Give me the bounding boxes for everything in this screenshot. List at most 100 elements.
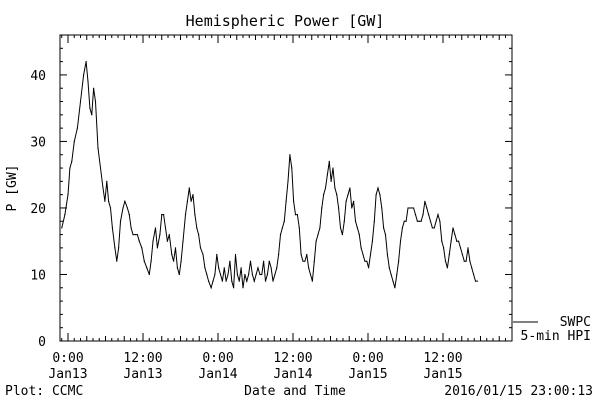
data-point — [463, 260, 465, 262]
data-point — [91, 114, 93, 116]
data-point — [429, 220, 432, 222]
data-point — [332, 167, 334, 169]
data-point — [467, 247, 469, 249]
data-point — [444, 260, 447, 262]
data-point — [223, 267, 225, 269]
data-point — [141, 247, 143, 249]
data-point — [79, 100, 82, 103]
data-point — [71, 160, 73, 162]
x-axis-ticks: 0:00Jan1312:00Jan130:00Jan1412:00Jan140:… — [48, 35, 506, 382]
data-point — [257, 267, 259, 269]
data-point — [411, 207, 413, 209]
x-tick-label-date: Jan15 — [348, 367, 387, 382]
data-point — [428, 214, 430, 216]
data-point — [360, 247, 362, 249]
data-point — [309, 273, 312, 276]
data-point — [476, 280, 478, 282]
data-point — [349, 187, 351, 189]
data-point — [154, 227, 157, 229]
data-point — [124, 200, 126, 202]
x-tick-label-time: 0:00 — [52, 351, 83, 366]
data-point — [204, 267, 206, 269]
data-point — [306, 253, 308, 256]
data-point — [268, 260, 270, 262]
data-point — [368, 267, 370, 269]
data-point — [116, 260, 118, 262]
data-point — [323, 194, 325, 196]
data-point — [266, 273, 268, 276]
data-point — [229, 260, 231, 262]
data-point — [405, 220, 407, 222]
data-point — [206, 273, 208, 276]
data-point — [212, 280, 214, 282]
y-tick-label: 30 — [30, 135, 46, 150]
data-point — [85, 61, 87, 63]
data-point — [416, 220, 418, 222]
series-line-0 — [61, 61, 478, 290]
data-point — [278, 253, 280, 256]
data-point — [89, 107, 91, 109]
data-point — [143, 260, 145, 262]
x-tick-label-time: 0:00 — [202, 351, 233, 366]
y-axis-ticks: 0 10 20 30 40 — [30, 34, 512, 350]
data-point — [456, 240, 458, 242]
data-point — [161, 214, 163, 216]
data-point — [199, 247, 202, 249]
data-point — [321, 207, 323, 209]
data-point — [251, 273, 253, 276]
data-point — [324, 187, 327, 189]
data-point — [130, 227, 132, 229]
data-point — [308, 267, 310, 269]
data-point — [104, 200, 106, 202]
data-point — [330, 180, 332, 182]
data-point — [255, 273, 257, 276]
data-point — [97, 147, 99, 149]
data-point — [334, 187, 336, 189]
data-point — [173, 260, 175, 262]
data-point — [448, 253, 450, 256]
data-point — [343, 220, 345, 222]
data-point — [119, 220, 122, 222]
data-point — [336, 194, 338, 196]
data-point — [163, 214, 165, 216]
data-point — [93, 87, 95, 89]
data-point — [422, 214, 424, 216]
data-point — [420, 220, 422, 222]
data-point — [315, 240, 317, 242]
data-point — [418, 220, 420, 222]
data-point — [366, 260, 368, 262]
data-point — [99, 167, 102, 169]
data-point — [450, 240, 452, 242]
data-point — [263, 260, 265, 262]
data-point — [67, 194, 69, 196]
data-point — [166, 240, 168, 242]
data-point — [319, 227, 321, 229]
y-tick-label: 20 — [30, 202, 46, 217]
data-point — [458, 240, 460, 242]
data-point — [188, 187, 190, 189]
data-point — [351, 207, 353, 209]
data-point — [180, 260, 182, 262]
data-point — [87, 80, 89, 83]
data-point — [362, 253, 364, 256]
data-point — [61, 227, 63, 229]
footer-right: 2016/01/15 23:00:13 — [444, 384, 593, 399]
data-point — [461, 253, 463, 256]
data-point — [248, 273, 250, 276]
data-point — [474, 280, 477, 282]
data-point — [186, 200, 188, 202]
data-point — [276, 267, 278, 269]
data-point — [300, 253, 302, 256]
data-point — [118, 247, 120, 249]
x-tick-label-time: 12:00 — [123, 351, 162, 366]
data-point — [221, 280, 223, 282]
data-point — [192, 194, 194, 196]
data-point — [403, 220, 405, 222]
data-point — [134, 233, 137, 236]
legend-label-swpc: SWPC — [560, 315, 591, 330]
x-tick-label-date: Jan14 — [273, 367, 312, 382]
x-tick-label-date: Jan13 — [48, 367, 87, 382]
data-point — [291, 167, 293, 169]
data-point — [379, 194, 381, 196]
data-point — [264, 280, 267, 282]
